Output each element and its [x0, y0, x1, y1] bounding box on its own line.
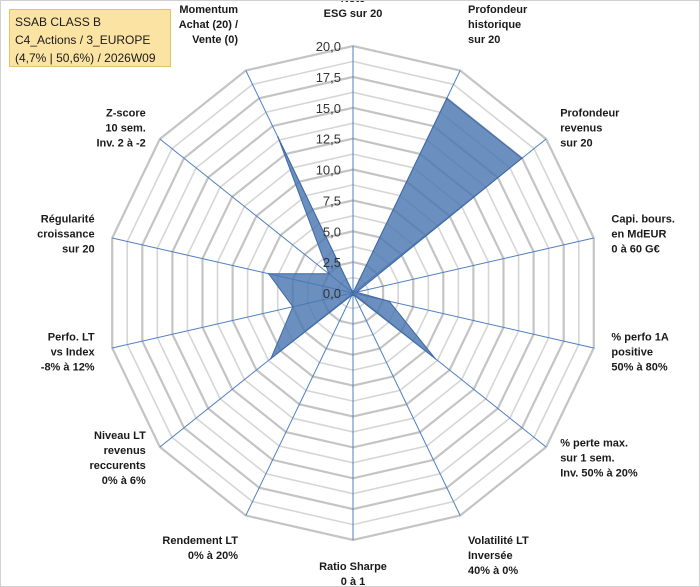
tick-label: 10,0 [316, 163, 341, 178]
data-point [270, 357, 272, 360]
tick-label: 17,5 [316, 70, 341, 85]
axis-label: Perfo. LT vs Index -8% à 12% [41, 332, 96, 374]
axis-label: Capi. bours. en MdEUR 0 à 60 G€ [611, 214, 675, 256]
tick-label: 12,5 [316, 132, 341, 147]
data-point [277, 136, 279, 138]
tick-label: 0,0 [323, 286, 341, 301]
data-point [355, 291, 358, 294]
info-stats: (4,7% | 50,6%) / 2026W09 [15, 51, 156, 65]
tick-label: 5,0 [323, 224, 341, 239]
axis-label: Profondeur revenus sur 20 [560, 107, 620, 149]
info-category: C4_Actions / 3_EUROPE [15, 33, 151, 47]
grid [111, 44, 595, 542]
tick-label: 20,0 [316, 39, 341, 54]
axis-spoke [159, 138, 354, 294]
axis-label: Niveau LT revenus reccurents 0% à 6% [90, 430, 147, 487]
data-point [434, 357, 436, 360]
axis-label: Rendement LT 0% à 20% [162, 535, 238, 562]
axis-label: Z-score 10 sem. Inv. 2 à -2 [96, 107, 145, 149]
data-series-area [267, 97, 523, 361]
data-point [521, 157, 523, 159]
data-point [292, 305, 294, 308]
axis-label: % perfo 1A positive 50% à 80% [611, 332, 669, 374]
axis-spoke [352, 237, 594, 294]
series-layer [267, 97, 523, 361]
info-box: SSAB CLASS B C4_Actions / 3_EUROPE (4,7%… [9, 9, 171, 67]
data-point [267, 273, 270, 275]
axis-label: Volatilité LT Inversée 40% à 0% [468, 535, 529, 577]
axis-label: NoteESG sur 20 [324, 1, 383, 20]
data-point [388, 300, 390, 303]
axis-label: Profondeur historique sur 20 [468, 4, 528, 46]
data-point [446, 97, 448, 100]
tick-label: 2,5 [323, 255, 341, 270]
data-point [352, 292, 354, 294]
axis-spoke [352, 292, 461, 516]
axis-spoke [352, 292, 594, 349]
tick-labels: 0,0 2,5 5,0 7,5 10,0 12,5 15,0 17,5 20,0 [316, 39, 341, 301]
axis-label: % perte max. sur 1 sem. Inv. 50% à 20% [560, 438, 638, 480]
axis-label: Régularité croissance sur 20 [37, 214, 94, 256]
axis-label: Ratio Sharpe 0 à 1 [319, 561, 387, 586]
data-point [328, 272, 330, 275]
axis-spoke [245, 292, 354, 516]
axis-label: Momentum Achat (20) / Vente (0) [179, 4, 239, 46]
info-title: SSAB CLASS B [15, 15, 102, 29]
tick-label: 7,5 [323, 193, 341, 208]
tick-label: 15,0 [316, 101, 341, 116]
data-point [351, 294, 353, 297]
